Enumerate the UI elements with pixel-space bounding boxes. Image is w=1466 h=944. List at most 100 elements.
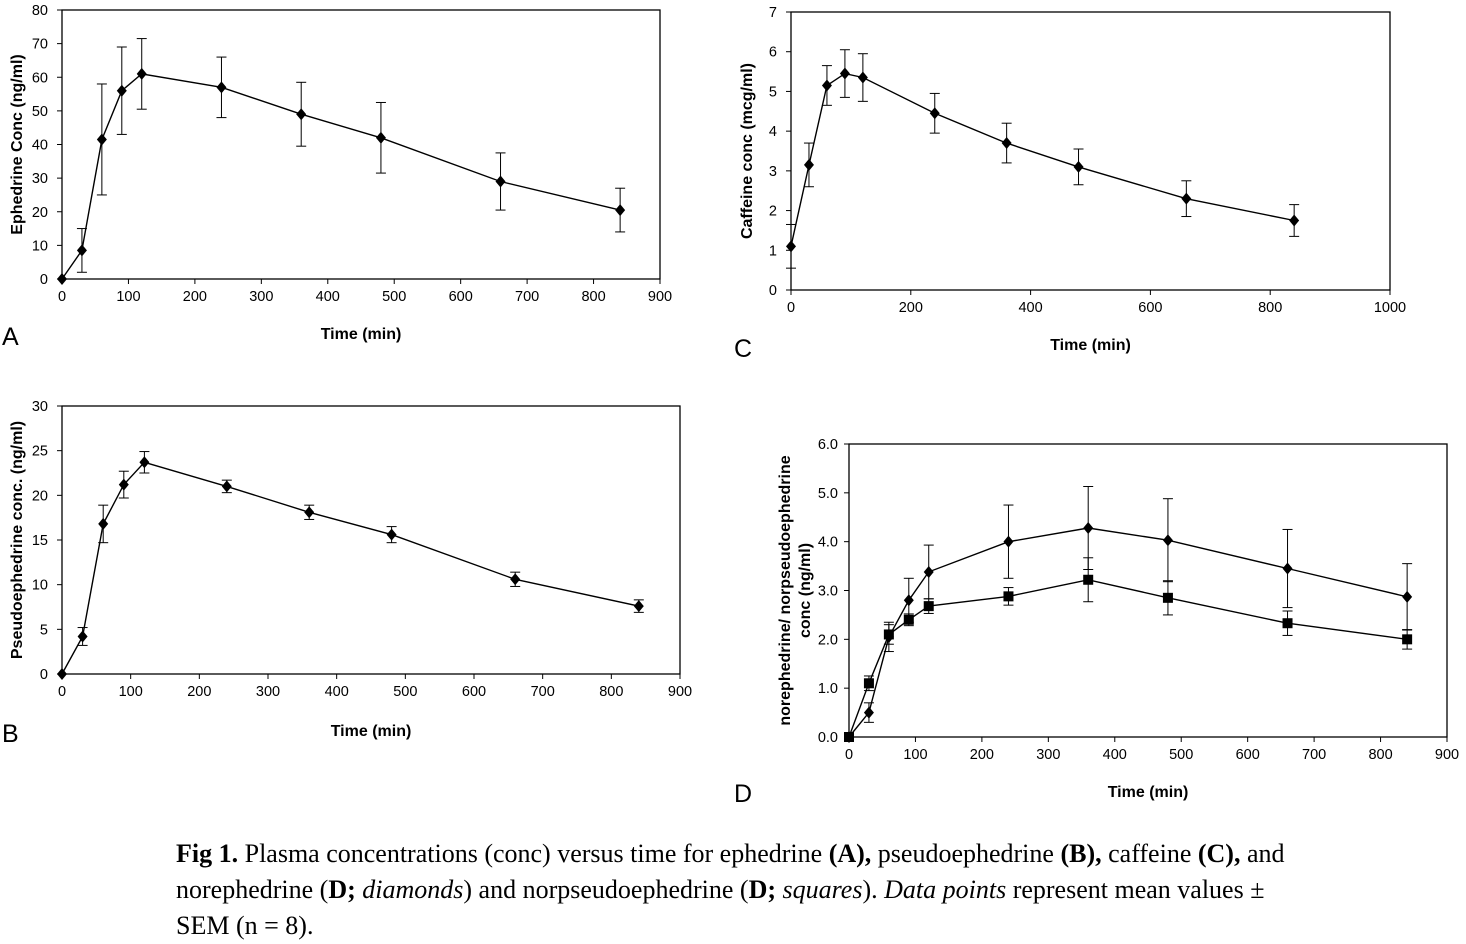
data-point-diamond [1402, 590, 1413, 603]
y-tick-label: 0.0 [818, 730, 838, 746]
data-point-diamond [615, 204, 626, 217]
data-point-square [863, 678, 874, 689]
x-tick-label: 700 [515, 289, 539, 305]
x-axis-label: Time (min) [331, 723, 412, 740]
x-tick-label: 300 [249, 289, 273, 305]
x-tick-label: 200 [183, 289, 207, 305]
y-tick-label: 4 [769, 124, 777, 140]
y-tick-label: 3.0 [818, 584, 838, 600]
caption-text: and norephedrine ( [176, 839, 1285, 904]
x-tick-label: 300 [1036, 747, 1060, 763]
x-tick-label: 800 [599, 684, 623, 700]
y-tick-label: 1.0 [818, 681, 838, 697]
data-point-diamond [923, 565, 934, 578]
caption-data-points: Data points [884, 875, 1007, 904]
y-tick-label: 20 [32, 205, 48, 221]
x-tick-label: 400 [316, 289, 340, 305]
caption-text: Plasma concentrations (conc) versus time… [238, 839, 829, 868]
y-tick-label: 40 [32, 138, 48, 154]
data-point-diamond [1282, 562, 1293, 575]
data-point-square [883, 629, 894, 640]
x-tick-label: 1000 [1374, 300, 1406, 316]
caption-ref-c: (C), [1197, 839, 1241, 868]
x-tick-label: 500 [393, 684, 417, 700]
y-tick-label: 0 [769, 283, 777, 299]
x-tick-label: 900 [648, 289, 672, 305]
data-point-diamond [863, 706, 874, 719]
panel-label-a: A [2, 323, 19, 351]
x-tick-label: 800 [581, 289, 605, 305]
data-point-diamond [1289, 214, 1300, 227]
data-point-diamond [1001, 137, 1012, 150]
x-axis-label: Time (min) [1108, 784, 1189, 801]
data-point-diamond [136, 67, 147, 80]
data-point-diamond [903, 594, 914, 607]
caption-squares: squares [782, 875, 863, 904]
data-point-diamond [510, 573, 521, 586]
y-tick-label: 7 [769, 5, 777, 21]
data-point-diamond [139, 456, 150, 469]
data-point-square [1402, 634, 1413, 645]
x-tick-label: 0 [845, 747, 853, 763]
caption-fig-label: Fig 1. [176, 839, 239, 868]
data-point-diamond [1073, 160, 1084, 173]
data-point-diamond [375, 131, 386, 144]
data-point-square [923, 601, 934, 612]
series-line-diamond [790, 72, 1295, 247]
x-tick-label: 0 [58, 684, 66, 700]
data-point-diamond [857, 71, 868, 84]
y-axis-label: Caffeine conc (mcg/ml) [739, 63, 756, 239]
y-tick-label: 30 [32, 171, 48, 187]
x-tick-label: 400 [325, 684, 349, 700]
x-tick-label: 500 [382, 289, 406, 305]
data-point-diamond [1162, 534, 1173, 547]
x-axis-label: Time (min) [321, 326, 402, 343]
x-tick-label: 900 [668, 684, 692, 700]
data-point-diamond [1083, 521, 1094, 534]
caption-text: ) and norpseudoephedrine ( [463, 875, 749, 904]
y-tick-label: 80 [32, 3, 48, 19]
y-tick-label: 10 [32, 578, 48, 594]
data-point-square [903, 614, 914, 625]
data-point-diamond [786, 240, 796, 253]
y-tick-label: 10 [32, 238, 48, 254]
y-tick-label: 15 [32, 533, 48, 549]
x-tick-label: 400 [1018, 300, 1042, 316]
data-point-diamond [57, 273, 67, 285]
y-tick-label: 1 [769, 243, 777, 259]
y-tick-label: 50 [32, 104, 48, 120]
y-tick-label: 5 [769, 84, 777, 100]
x-tick-label: 900 [1435, 747, 1459, 763]
data-point-square [1162, 592, 1173, 603]
figure-canvas: A B C D 0 100 200 300 400 500 600 700 800 9000102… [2, 3, 1459, 808]
y-tick-label: 3 [769, 164, 777, 180]
data-point-diamond [386, 528, 397, 541]
data-point-diamond [118, 478, 129, 491]
x-tick-label: 100 [119, 684, 143, 700]
caption-text: caffeine [1101, 839, 1198, 868]
y-axis-label: Pseudoephedrine conc. (ng/ml) [9, 421, 26, 659]
caption-ref-a: (A), [828, 839, 872, 868]
data-point-diamond [1181, 192, 1192, 205]
y-tick-label: 0 [40, 667, 48, 683]
data-point-square [1282, 618, 1293, 629]
x-axis-label: Time (min) [1050, 337, 1131, 354]
data-point-diamond [929, 107, 940, 120]
y-axis-label: Ephedrine Conc (ng/ml) [9, 54, 26, 234]
data-point-diamond [839, 67, 850, 80]
y-axis-label: norephedrine/ norpseudoephedrine conc (ng… [777, 455, 814, 725]
x-tick-label: 200 [899, 300, 923, 316]
caption-ref-b: (B), [1060, 839, 1102, 868]
caption-ref-d: D; [328, 875, 356, 904]
data-point-diamond [821, 79, 832, 92]
x-tick-label: 800 [1368, 747, 1392, 763]
x-tick-label: 800 [1258, 300, 1282, 316]
data-point-diamond [57, 668, 67, 680]
panel-label-b: B [2, 720, 19, 748]
x-tick-label: 200 [187, 684, 211, 700]
data-point-diamond [77, 630, 88, 643]
data-point-diamond [803, 158, 814, 171]
x-tick-label: 0 [787, 300, 795, 316]
y-tick-label: 25 [32, 444, 48, 460]
x-tick-label: 600 [462, 684, 486, 700]
